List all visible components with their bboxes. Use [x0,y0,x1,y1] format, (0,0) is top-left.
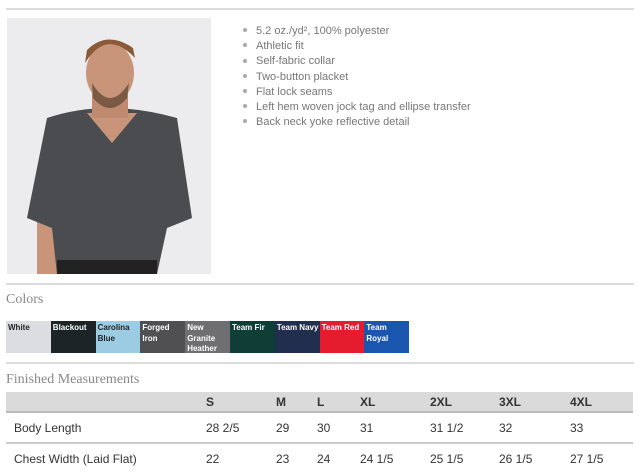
table-row: Body Length 28 2/5 29 30 31 31 1/2 32 33 [6,412,633,444]
size-header: L [317,392,360,413]
table-row: Chest Width (Laid Flat) 22 23 24 24 1/5 25 1/… [6,443,633,473]
feature-item: Left hem woven jock tag and ellipse tran… [240,100,471,115]
color-swatch[interactable]: Blackout [50,321,96,353]
size-header: 4XL [570,392,633,413]
measurement-cell: 26 1/5 [499,451,533,466]
measurements-table: S M L XL 2XL 3XL 4XL Body Length 28 2/5 29 30 31 31… [6,392,633,473]
divider [6,362,634,364]
color-swatch[interactable]: Team Fir [229,321,275,353]
feature-list: 5.2 oz./yd², 100% polyester Athletic fit S… [240,24,471,130]
color-swatch[interactable]: White [6,321,51,353]
measurement-cell: 25 1/5 [430,451,464,466]
measurement-cell: 24 [317,451,331,466]
size-header: 3XL [499,392,570,413]
measurement-cell: 33 [570,412,633,444]
feature-item: Flat lock seams [240,85,471,100]
color-swatch[interactable]: Team Red [319,321,365,353]
size-header: XL [360,392,430,413]
table-header-row: S M L XL 2XL 3XL 4XL [6,392,633,413]
divider [6,8,634,10]
color-swatch[interactable]: Team Royal [364,321,410,353]
feature-item: Self-fabric collar [240,54,471,69]
measurement-cell: 31 1/2 [430,412,499,444]
measurement-cell: 29 [276,412,317,444]
feature-item: 5.2 oz./yd², 100% polyester [240,24,471,39]
size-header: 2XL [430,392,499,413]
size-header: M [276,392,317,413]
measurement-cell: 30 [317,412,360,444]
divider [6,283,634,285]
feature-item: Back neck yoke reflective detail [240,115,471,130]
product-photo [7,18,211,274]
measurement-cell: 28 2/5 [206,412,276,444]
color-swatches: White Blackout Carolina Blue Forged Iron New… [6,321,410,353]
colors-heading: Colors [6,292,44,307]
measurement-cell: 23 [276,451,290,466]
color-swatch[interactable]: New Granite Heather [185,321,230,353]
size-header: S [206,392,276,413]
row-label: Body Length [6,412,206,444]
color-swatch[interactable]: Forged Iron [140,321,186,353]
feature-item: Two-button placket [240,70,471,85]
header-label-cell [6,392,206,413]
feature-item: Athletic fit [240,39,471,54]
measurement-cell: 31 [360,412,430,444]
color-swatch[interactable]: Carolina Blue [95,321,141,353]
measurement-cell: 24 1/5 [360,451,394,466]
color-swatch[interactable]: Team Navy [274,321,320,353]
measurement-cell: 27 1/5 [570,451,604,466]
row-label: Chest Width (Laid Flat) [14,451,137,466]
measurement-cell: 22 [206,451,220,466]
measurement-cell: 32 [499,412,570,444]
measurements-heading: Finished Measurements [6,372,140,387]
